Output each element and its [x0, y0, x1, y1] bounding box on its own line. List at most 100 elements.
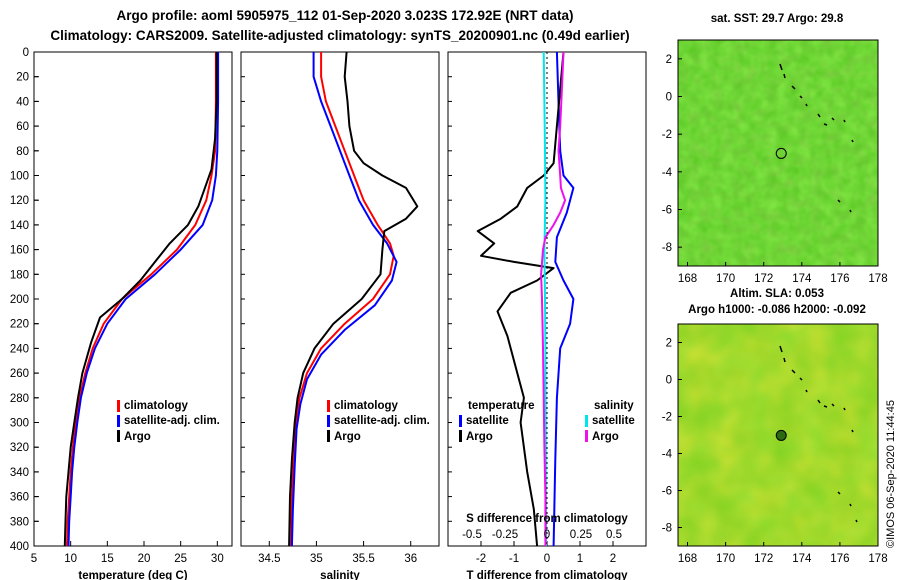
x-tick-label: 34.5: [258, 553, 280, 565]
salinity-xlabel: salinity: [320, 570, 360, 580]
series-line-s-satellite: [542, 51, 547, 547]
depth-tick-label: 140: [10, 220, 29, 232]
legend-s-argo: Argo: [592, 431, 619, 443]
legend-t-satellite: satellite: [466, 415, 509, 427]
temperature-panel-frame: [33, 51, 233, 547]
depth-tick-label: 160: [10, 245, 29, 257]
map-y-tick-label: 2: [666, 338, 672, 350]
depth-tick-label: 200: [10, 294, 29, 306]
sst-map-axes: 168 170 172 174 176 178 2 0 -2 -4 -6 -8: [662, 54, 888, 285]
map-x-tick-label: 168: [678, 273, 697, 285]
sst-islands: [779, 63, 854, 213]
map-y-tick-label: -6: [662, 486, 672, 498]
x-tick-label: 35.5: [352, 553, 374, 565]
legend-swatch-climatology: [117, 400, 120, 412]
difference-x-axis: -2 -1 0 1 2: [448, 51, 616, 565]
depth-tick-label: 60: [16, 121, 29, 133]
map-y-tick-label: 0: [666, 375, 672, 387]
depth-tick-label: 360: [10, 492, 29, 504]
depth-tick-label: 400: [10, 541, 29, 553]
temperature-legend: climatology satellite-adj. clim. Argo: [117, 400, 220, 443]
temperature-series: [63, 52, 220, 547]
x-tick-label: 10: [64, 553, 77, 565]
depth-tick-label: 180: [10, 269, 29, 281]
depth-axis: 0 20 40 60 80 100 120 140 160 180 200 220 240 260 280 3…: [10, 47, 39, 553]
figure-title-line1: Argo profile: aoml 5905975_112 01-Sep-20…: [117, 8, 574, 23]
sla-map: Altim. SLA: 0.053 Argo h1000: -0.086 h20…: [662, 288, 888, 565]
legend-temperature-heading: temperature: [468, 400, 534, 412]
legend-t-argo: Argo: [466, 431, 493, 443]
map-y-tick-label: -8: [662, 242, 672, 254]
depth-tick-label: 300: [10, 418, 29, 430]
map-x-tick-label: 178: [868, 273, 887, 285]
map-x-tick-label: 178: [868, 553, 887, 565]
map-y-tick-label: 2: [666, 54, 672, 66]
depth-tick-label: 380: [10, 516, 29, 528]
depth-tick-label: 80: [16, 146, 29, 158]
map-x-tick-label: 170: [716, 553, 735, 565]
x-tick-label: 35: [310, 553, 323, 565]
depth-tick-label: 320: [10, 442, 29, 454]
s-difference-x-axis: -0.5 -0.25 0 0.25 0.5: [462, 529, 622, 541]
series-line-t-argo: [476, 51, 565, 547]
x-tick-label: -1: [509, 553, 519, 565]
map-x-tick-label: 170: [716, 273, 735, 285]
depth-tick-label: 120: [10, 195, 29, 207]
salinity-panel: 34.5 35 35.5 36 salinity climatology satell…: [240, 51, 440, 580]
depth-tick-label: 220: [10, 319, 29, 331]
s-difference-tick-label: -0.25: [492, 529, 518, 541]
series-line-s-argo: [540, 51, 567, 546]
legend-satellite: satellite-adj. clim.: [124, 415, 220, 427]
map-x-tick-label: 168: [678, 553, 697, 565]
salinity-series: [288, 51, 419, 547]
legend-climatology: climatology: [124, 400, 189, 412]
s-difference-tick-label: 0.25: [570, 529, 592, 541]
map-y-tick-label: -6: [662, 205, 672, 217]
map-y-tick-label: -2: [662, 412, 672, 424]
x-tick-label: 1: [577, 553, 583, 565]
sst-map-title: sat. SST: 29.7 Argo: 29.8: [711, 13, 844, 25]
map-y-tick-label: -4: [662, 167, 673, 179]
difference-series: [476, 51, 575, 547]
series-line-satellite-adj-clim-: [290, 52, 398, 547]
x-tick-label: 0: [544, 553, 550, 565]
argo-position-marker: [775, 147, 787, 159]
x-tick-label: 30: [211, 553, 224, 565]
depth-tick-label: 20: [16, 72, 29, 84]
s-difference-tick-label: 0.5: [606, 529, 622, 541]
s-difference-tick-label: 0: [544, 529, 550, 541]
depth-tick-label: 280: [10, 393, 29, 405]
depth-tick-label: 0: [23, 47, 29, 59]
legend-swatch-s-argo: [585, 430, 588, 442]
s-difference-xlabel: S difference from climatology: [466, 513, 628, 525]
x-tick-label: 2: [610, 553, 616, 565]
legend-swatch-t-satellite: [459, 415, 462, 427]
x-tick-label: 5: [31, 553, 37, 565]
map-y-tick-label: -8: [662, 523, 672, 535]
depth-tick-label: 40: [16, 96, 29, 108]
legend-s-satellite: satellite: [592, 415, 635, 427]
temperature-x-axis: 5 10 15 20 25 30: [31, 51, 224, 565]
difference-panel: -2 -1 0 1 2 T difference from climatology S …: [447, 51, 647, 580]
sla-map-subtitle: Argo h1000: -0.086 h2000: -0.092: [688, 304, 866, 316]
map-x-tick-label: 174: [792, 273, 812, 285]
salinity-panel-frame: [240, 51, 440, 547]
series-line-satellite-adj-clim-: [67, 52, 220, 547]
island-marks: [779, 63, 854, 213]
legend-swatch-t-argo: [459, 430, 462, 442]
legend-satellite: satellite-adj. clim.: [334, 415, 430, 427]
sla-map-title: Altim. SLA: 0.053: [730, 288, 824, 300]
temperature-panel: 0 20 40 60 80 100 120 140 160 180 200 220 240 260 280 3…: [10, 47, 233, 580]
legend-argo: Argo: [334, 431, 361, 443]
series-line-t-satellite: [552, 51, 575, 547]
sla-map-frame: [677, 323, 879, 547]
map-x-tick-label: 174: [792, 553, 812, 565]
x-tick-label: 36: [404, 553, 417, 565]
salinity-x-axis: 34.5 35 35.5 36: [241, 51, 417, 565]
legend-swatch-climatology: [327, 400, 330, 412]
series-line-climatology: [66, 52, 217, 547]
temperature-xlabel: temperature (deg C): [78, 570, 187, 580]
x-tick-label: 15: [101, 553, 114, 565]
sst-map-frame: [677, 39, 879, 267]
